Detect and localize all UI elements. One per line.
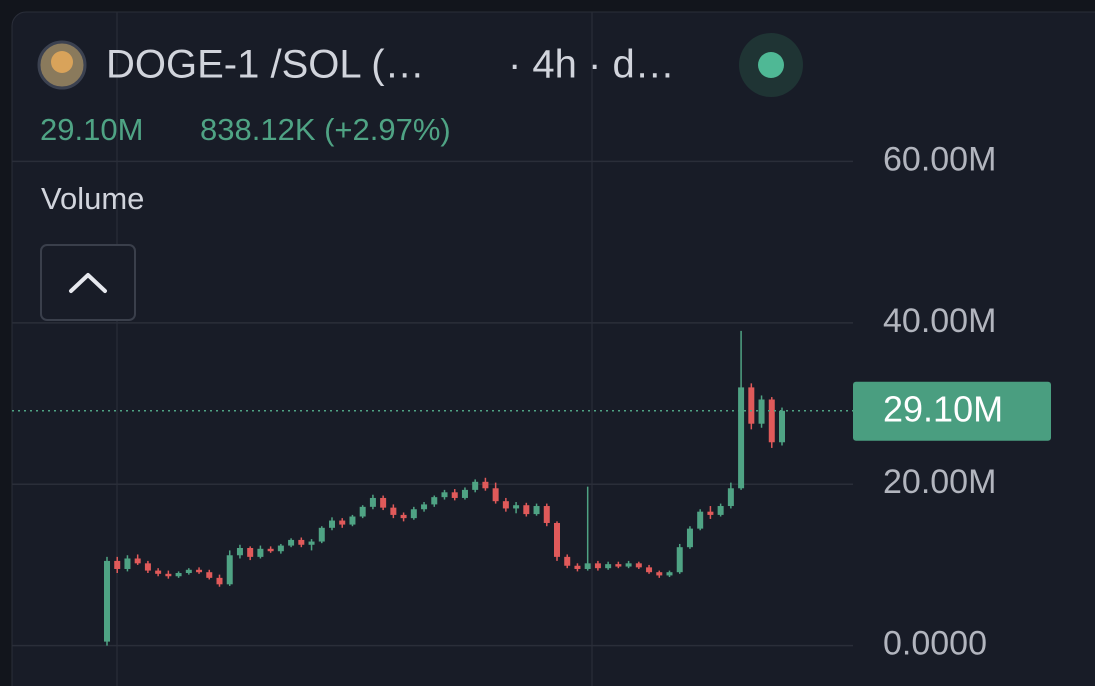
candle-body xyxy=(298,539,305,545)
candle-body xyxy=(584,563,591,569)
candle-body xyxy=(185,569,192,574)
y-tick-label: 0.0000 xyxy=(883,625,987,663)
interval: · 4h · d… xyxy=(508,43,675,87)
y-tick-label: 40.00M xyxy=(883,302,996,340)
candle-body xyxy=(697,511,704,529)
candle-body xyxy=(554,522,560,557)
candle-body xyxy=(421,504,428,510)
collapse-button[interactable] xyxy=(40,244,136,321)
candle-body xyxy=(738,387,745,489)
candle-body xyxy=(216,577,223,585)
candle-body xyxy=(717,506,724,515)
candle-body xyxy=(564,556,571,566)
candle-body xyxy=(431,497,438,505)
change: 838.12K (+2.97%) xyxy=(200,112,451,147)
panel xyxy=(11,11,1095,686)
candle-body xyxy=(727,488,734,507)
candle-body xyxy=(748,387,755,424)
candle-body xyxy=(380,497,387,508)
candle-body xyxy=(267,548,274,552)
candle-body xyxy=(523,505,530,515)
candle-body xyxy=(768,399,775,443)
candle-body xyxy=(134,558,141,564)
candles xyxy=(104,330,785,646)
candle-body xyxy=(574,565,581,569)
candle-body xyxy=(277,545,284,552)
candle-body xyxy=(359,506,366,517)
candle-body xyxy=(339,520,346,525)
candle-body xyxy=(349,516,356,525)
candle-body xyxy=(124,558,131,569)
candle-body xyxy=(461,489,468,498)
candle-body xyxy=(707,511,714,515)
last-price-box xyxy=(853,381,1051,441)
candle-body xyxy=(318,527,325,542)
status-dot[interactable] xyxy=(758,52,784,78)
candle-body xyxy=(308,541,315,545)
candle-body xyxy=(758,399,765,424)
candle-body xyxy=(236,547,243,556)
candle-body xyxy=(329,520,335,528)
token-avatar-face xyxy=(51,51,73,73)
collapse-button-frame[interactable] xyxy=(40,244,136,321)
candle-body xyxy=(451,492,458,498)
candle-body xyxy=(104,560,110,642)
candle-body xyxy=(594,563,601,569)
candle-body xyxy=(615,564,622,567)
candle-body xyxy=(543,506,550,523)
y-tick-label: 20.00M xyxy=(883,463,996,501)
candle-body xyxy=(625,563,632,567)
candle-body xyxy=(288,539,295,546)
candle-body xyxy=(656,572,663,576)
candle-body xyxy=(114,560,121,569)
candle-body xyxy=(226,555,233,585)
candle-body xyxy=(410,509,417,519)
grid xyxy=(12,12,853,686)
candle-body xyxy=(686,528,693,548)
candle-body xyxy=(533,506,540,515)
candle-body xyxy=(605,564,612,569)
candle-body xyxy=(390,507,397,515)
candle-body xyxy=(144,563,151,571)
candle-body xyxy=(400,514,407,519)
candle-body xyxy=(666,572,673,576)
candle-body xyxy=(155,570,162,574)
candle-body xyxy=(779,410,785,443)
candle-body xyxy=(257,548,264,557)
title: DOGE-1 /SOL (… xyxy=(106,43,425,87)
candle-body xyxy=(165,573,172,577)
candle-body xyxy=(635,563,642,568)
candle-body xyxy=(646,567,653,573)
candle-body xyxy=(676,547,683,573)
chevron-up[interactable] xyxy=(69,273,107,293)
candle-body xyxy=(206,572,213,578)
candle-body xyxy=(472,481,479,490)
y-tick-label: 60.00M xyxy=(883,140,996,178)
candle-body xyxy=(482,481,489,489)
last-price-label: 29.10M xyxy=(883,388,1003,429)
candle-body xyxy=(441,492,448,498)
candle-body xyxy=(196,569,203,573)
last-value: 29.10M xyxy=(40,112,143,147)
candle-body xyxy=(247,547,254,557)
candle-body xyxy=(492,488,499,502)
candle-body xyxy=(513,505,520,509)
candle-body xyxy=(369,497,376,507)
candle-body xyxy=(175,573,182,577)
volume-label: Volume xyxy=(41,181,144,216)
candle-body xyxy=(502,501,509,509)
